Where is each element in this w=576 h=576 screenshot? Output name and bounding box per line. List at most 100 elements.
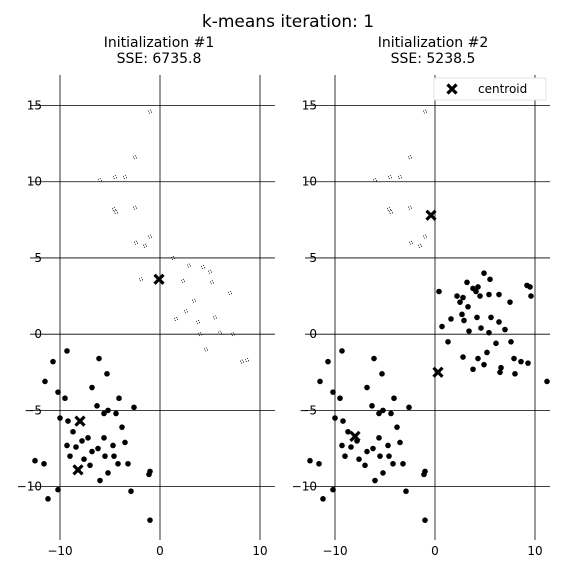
data-point (113, 175, 117, 180)
data-point (97, 477, 103, 484)
data-point (496, 319, 502, 325)
data-point (380, 407, 386, 414)
data-point (245, 358, 249, 363)
data-point (42, 378, 48, 385)
panel-subtitle: SSE: 5238.5 (391, 51, 476, 67)
data-point (423, 109, 427, 114)
x-mark-icon (446, 83, 458, 95)
data-point (131, 404, 137, 411)
data-point (409, 240, 413, 245)
data-point (544, 378, 550, 385)
data-point (454, 293, 460, 299)
data-point (408, 155, 412, 160)
data-point (64, 348, 70, 354)
data-points (307, 109, 550, 523)
data-point (210, 280, 214, 285)
centroid-x-icon (349, 430, 361, 442)
x-tick-label: −10 (47, 544, 72, 558)
data-point (340, 418, 346, 424)
x-tick-label: −10 (322, 544, 347, 558)
data-point (348, 444, 354, 450)
data-point (307, 457, 313, 464)
data-point (104, 371, 110, 377)
data-point (486, 291, 492, 298)
data-point (388, 175, 392, 180)
data-point (512, 371, 518, 377)
y-tick-label: −10 (17, 480, 42, 494)
data-point (89, 448, 95, 455)
data-point (448, 316, 454, 322)
data-point (316, 460, 322, 467)
data-point (79, 438, 85, 444)
data-point (486, 329, 492, 336)
data-point (466, 328, 472, 334)
data-point (325, 358, 331, 365)
data-point (65, 418, 71, 424)
data-point (488, 314, 494, 321)
data-point (112, 207, 116, 212)
y-tick-label: 10 (27, 175, 42, 189)
data-point (465, 303, 471, 310)
data-point (171, 256, 175, 260)
data-point (101, 410, 107, 417)
data-point (57, 415, 63, 421)
centroid-markers (349, 209, 444, 442)
data-point (460, 294, 466, 301)
data-point (370, 445, 376, 452)
data-point (113, 410, 119, 417)
data-point (445, 339, 451, 345)
data-point (105, 407, 111, 414)
data-point (528, 293, 534, 299)
data-point (192, 298, 196, 303)
y-tick-label: 5 (34, 251, 42, 265)
data-point (228, 291, 232, 295)
data-point (213, 315, 217, 320)
data-point (389, 210, 393, 215)
data-point (403, 488, 409, 495)
data-point (320, 496, 326, 502)
data-point (498, 364, 504, 371)
tick-labels: −10 0 10 −10 −5 0 5 10 15 (17, 98, 268, 558)
data-point (111, 453, 117, 459)
data-point (373, 178, 377, 183)
data-point (418, 243, 422, 248)
data-point (45, 496, 51, 502)
centroid-x-icon (432, 366, 444, 378)
data-point (493, 340, 499, 347)
data-point (133, 155, 137, 160)
data-point (436, 288, 442, 295)
centroid-x-icon (72, 464, 84, 476)
data-point (122, 439, 128, 446)
data-point (218, 330, 222, 335)
data-point (101, 435, 107, 441)
data-point (400, 460, 406, 467)
data-point (459, 311, 465, 318)
data-point (147, 517, 153, 523)
data-point (134, 240, 138, 245)
y-tick-label: −5 (299, 403, 317, 417)
data-point (337, 395, 343, 402)
data-point (386, 453, 392, 459)
data-point (317, 378, 323, 385)
data-point (174, 316, 178, 321)
data-point (187, 263, 191, 268)
data-point (481, 361, 487, 368)
data-point (330, 389, 336, 395)
data-point (125, 460, 131, 467)
data-point (470, 366, 476, 373)
data-point (421, 471, 427, 478)
data-point (87, 462, 93, 469)
data-point (41, 460, 47, 467)
data-point (439, 323, 445, 330)
panel-title: Initialization #1 (104, 35, 214, 51)
data-point (119, 424, 125, 430)
data-point (201, 265, 205, 270)
data-point (342, 453, 348, 459)
panel-initialization-2: Initialization #2 SSE: 5238.5 −10 0 10−10−… (292, 35, 550, 558)
data-point (388, 410, 394, 417)
data-point (390, 460, 396, 467)
data-point (96, 355, 102, 362)
data-point (524, 282, 530, 289)
data-point (394, 424, 400, 430)
data-point (496, 291, 502, 298)
